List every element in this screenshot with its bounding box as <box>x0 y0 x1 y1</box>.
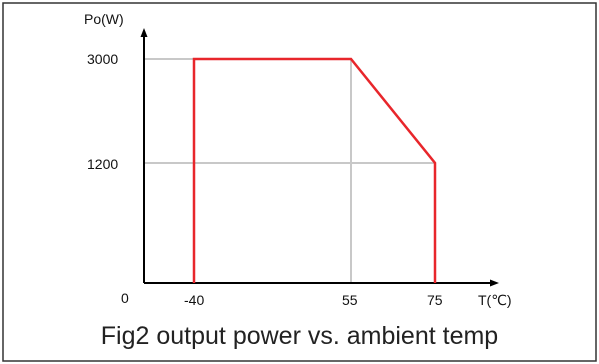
y-axis-arrow <box>140 28 148 37</box>
series-layer <box>192 57 437 283</box>
x-axis-arrow <box>490 279 499 287</box>
x-axis-title: T(℃) <box>478 292 512 308</box>
x-tick-label-55: 55 <box>342 292 358 308</box>
y-tick-label-1200: 1200 <box>87 156 118 172</box>
y-axis-title: Po(W) <box>84 11 124 27</box>
x-tick-label-neg40: -40 <box>184 292 204 308</box>
x-tick-label-75: 75 <box>427 292 443 308</box>
y-tick-label-3000: 3000 <box>87 51 118 67</box>
series-line-0 <box>192 57 437 283</box>
origin-label: 0 <box>121 290 129 306</box>
gridlines <box>144 58 435 283</box>
figure-caption: Fig2 output power vs. ambient temp <box>100 322 499 350</box>
